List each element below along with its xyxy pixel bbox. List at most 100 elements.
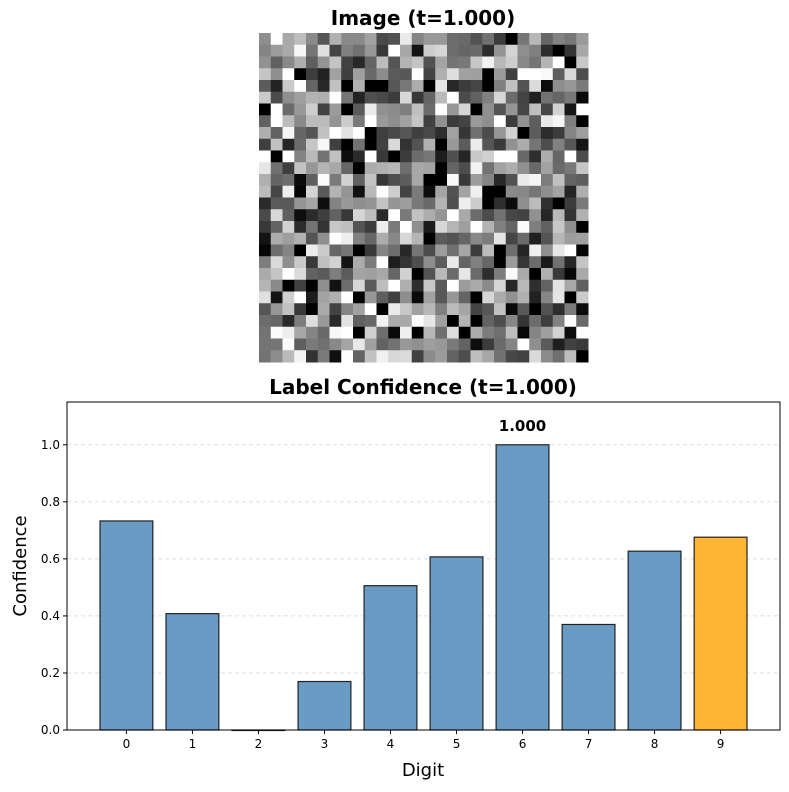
pixel [447, 68, 460, 81]
pixel [435, 174, 448, 187]
pixel [341, 209, 354, 222]
pixel [541, 127, 554, 140]
pixel [576, 256, 589, 269]
pixel [576, 91, 589, 104]
pixel [494, 80, 507, 93]
pixel [552, 232, 565, 245]
pixel [317, 303, 330, 316]
pixel [529, 326, 542, 339]
pixel [552, 174, 565, 187]
pixel [329, 303, 342, 316]
pixel [282, 221, 295, 234]
pixel [282, 338, 295, 351]
pixel [270, 68, 283, 81]
pixel [282, 56, 295, 69]
pixel [576, 150, 589, 163]
pixel [400, 256, 413, 269]
pixel [576, 350, 589, 363]
pixel [552, 279, 565, 292]
pixel [294, 221, 307, 234]
pixel [447, 115, 460, 128]
pixel [423, 244, 436, 257]
pixel [376, 80, 389, 93]
pixel [494, 256, 507, 269]
pixel [447, 244, 460, 257]
pixel [435, 103, 448, 116]
pixel [447, 350, 460, 363]
pixel [517, 138, 530, 151]
pixel [376, 127, 389, 140]
pixel [376, 244, 389, 257]
pixel [270, 150, 283, 163]
pixel [411, 103, 424, 116]
pixel [470, 44, 483, 57]
pixel [482, 56, 495, 69]
x-axis-label: Digit [402, 760, 444, 781]
pixel [353, 256, 366, 269]
pixel [482, 68, 495, 81]
pixel [329, 279, 342, 292]
pixel [259, 256, 272, 269]
pixel [388, 338, 401, 351]
pixel [376, 338, 389, 351]
pixel [341, 162, 354, 175]
pixel [353, 338, 366, 351]
pixel [482, 174, 495, 187]
pixel [400, 291, 413, 304]
pixel [282, 291, 295, 304]
pixel [364, 185, 377, 198]
pixel [411, 197, 424, 210]
pixel [282, 80, 295, 93]
pixel [517, 33, 530, 46]
pixel [317, 150, 330, 163]
pixel [458, 68, 471, 81]
pixel [306, 315, 319, 328]
pixel [517, 162, 530, 175]
pixel [423, 291, 436, 304]
pixel [470, 291, 483, 304]
pixel [282, 115, 295, 128]
pixel [494, 91, 507, 104]
pixel [564, 138, 577, 151]
pixel [376, 197, 389, 210]
pixel [411, 185, 424, 198]
pixel [306, 350, 319, 363]
pixel [294, 115, 307, 128]
pixel [341, 279, 354, 292]
pixel [306, 221, 319, 234]
pixel [435, 80, 448, 93]
pixel [353, 244, 366, 257]
pixel [376, 56, 389, 69]
pixel [329, 315, 342, 328]
x-tick-label: 3 [321, 737, 329, 751]
pixel [564, 44, 577, 57]
pixel [435, 303, 448, 316]
pixel [306, 103, 319, 116]
pixel [411, 256, 424, 269]
pixel [482, 244, 495, 257]
pixel [576, 127, 589, 140]
pixel [552, 91, 565, 104]
pixel [447, 80, 460, 93]
y-tick-label: 0.6 [41, 552, 60, 566]
pixel [494, 115, 507, 128]
x-tick-label: 8 [651, 737, 659, 751]
pixel [435, 162, 448, 175]
pixel [576, 56, 589, 69]
pixel [329, 162, 342, 175]
pixel [282, 209, 295, 222]
pixel [529, 33, 542, 46]
bar-digit-8 [627, 550, 682, 731]
pixel [564, 115, 577, 128]
pixel [400, 209, 413, 222]
pixel [564, 232, 577, 245]
pixel [306, 185, 319, 198]
pixel [270, 103, 283, 116]
pixel [423, 185, 436, 198]
pixel [529, 185, 542, 198]
pixel [353, 56, 366, 69]
pixel [306, 80, 319, 93]
pixel [376, 315, 389, 328]
pixel [341, 350, 354, 363]
pixel [470, 185, 483, 198]
